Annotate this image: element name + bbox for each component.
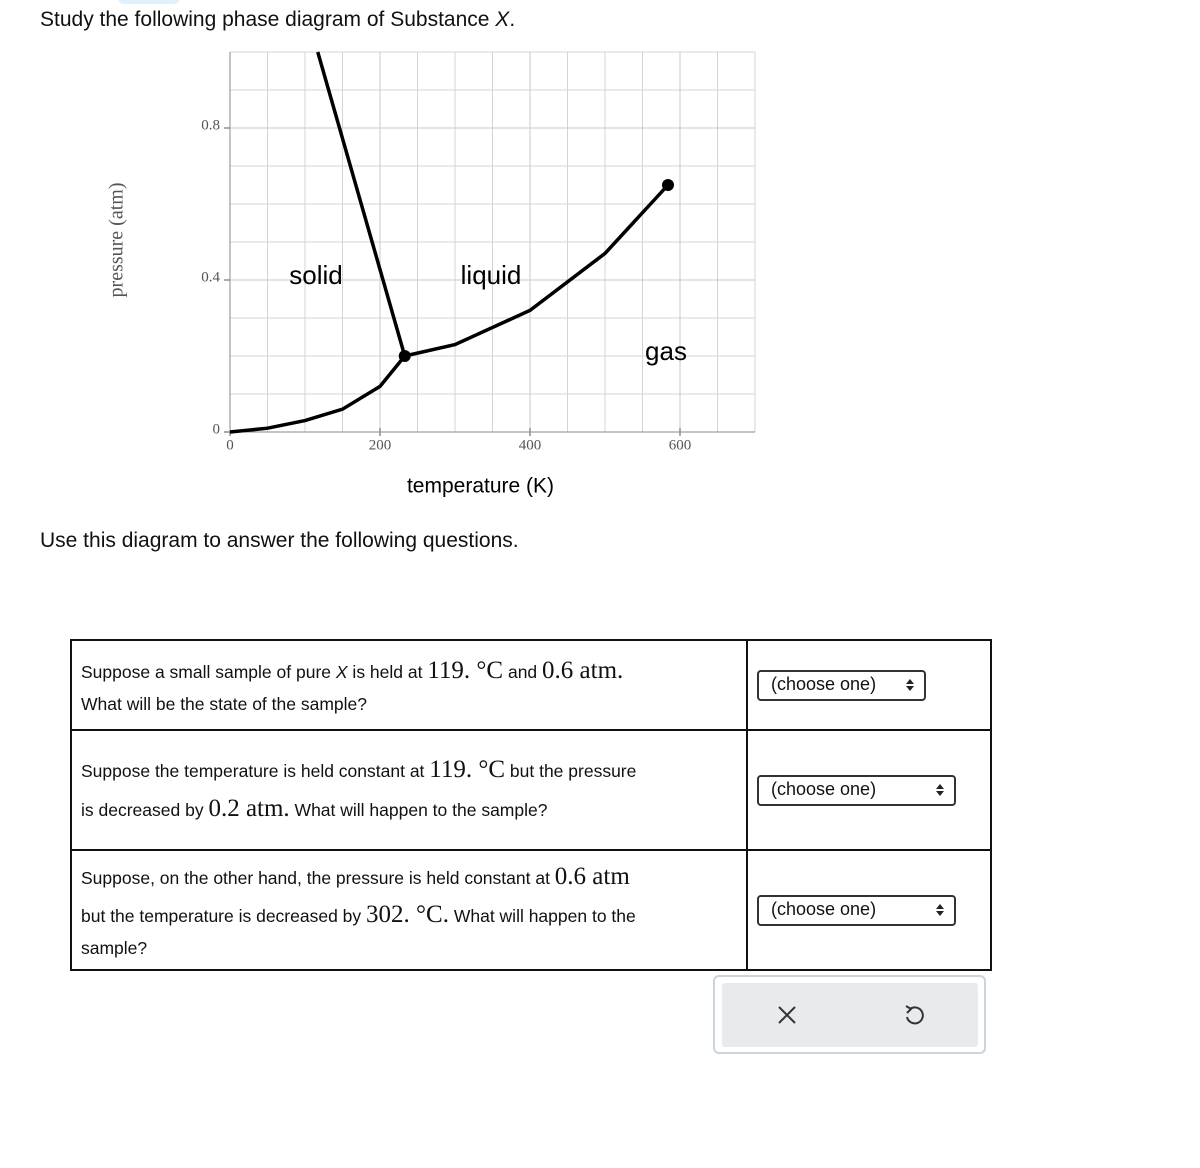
x-axis-label: temperature (K)	[407, 475, 554, 498]
y-tick-label: 0.8	[201, 117, 220, 133]
answer-select[interactable]: (choose one)	[757, 894, 956, 926]
phase-boundary	[404, 183, 670, 358]
q-value: 302. °C.	[366, 901, 449, 929]
toolbar-panel	[722, 983, 978, 1047]
phase-boundary	[229, 354, 407, 434]
critical-point	[662, 179, 674, 191]
answer-cell: (choose one)	[746, 639, 992, 731]
q-text: Suppose the temperature is held constant…	[81, 761, 430, 782]
select-text[interactable]: (choose one)	[771, 674, 877, 695]
q-text: but the pressure	[505, 761, 637, 782]
x-tick-label: 400	[519, 437, 542, 453]
x-tick-label: 600	[669, 437, 692, 453]
chart: 0 200 400 600 0 0.4 0.8 temperature (K) pressure…	[106, 51, 756, 498]
select-arrow	[906, 679, 914, 691]
select-text[interactable]: (choose one)	[771, 779, 877, 800]
q-value: 0.6 atm	[554, 862, 630, 890]
toolbar	[713, 975, 986, 1054]
q-var: X	[335, 662, 348, 683]
q-value: 119. °C	[429, 756, 506, 784]
region-label: gas	[645, 336, 687, 366]
q-text: What will happen to the sample?	[289, 800, 548, 820]
triple-point	[398, 350, 411, 362]
q-text: What will be the state of the sample?	[81, 693, 367, 714]
q-text: sample?	[81, 938, 148, 959]
q-value: 0.6 atm.	[542, 657, 624, 685]
undo-button[interactable]	[903, 1004, 925, 1026]
q-text: What will happen to the	[448, 906, 636, 927]
y-tick-label: 0.4	[201, 269, 220, 285]
y-tick-label: 0	[213, 421, 221, 437]
phase-boundary	[316, 51, 407, 357]
header: Study the following phase diagram of Sub…	[40, 8, 515, 32]
answer-cell: (choose one)	[746, 849, 992, 971]
region-label: solid	[289, 260, 342, 290]
y-axis-label: pressure (atm)	[106, 183, 128, 298]
header-text: Study the following phase diagram of Sub…	[40, 8, 496, 31]
question: Suppose a small sample of pure X is held…	[70, 639, 748, 731]
q-text: and	[503, 662, 543, 683]
x-tick-label: 0	[226, 437, 234, 453]
select-arrow	[936, 904, 944, 916]
question: Suppose the temperature is held constant…	[70, 729, 748, 851]
answer-select[interactable]: (choose one)	[757, 669, 926, 701]
instruction: Use this diagram to answer the following…	[40, 529, 519, 552]
q-text: Suppose a small sample of pure	[81, 662, 336, 683]
x-tick-label: 200	[369, 437, 392, 453]
select-text[interactable]: (choose one)	[771, 899, 877, 920]
header-var: X	[495, 8, 510, 31]
answer-select[interactable]: (choose one)	[757, 774, 956, 806]
clear-button[interactable]	[777, 1005, 797, 1025]
q-text: is decreased by	[81, 800, 209, 820]
region-label: liquid	[461, 260, 522, 290]
q-value: 119. °C	[427, 657, 504, 685]
q-text: Suppose, on the other hand, the pressure…	[81, 867, 555, 888]
answer-cell: (choose one)	[746, 729, 992, 851]
question: Suppose, on the other hand, the pressure…	[70, 849, 748, 971]
select-arrow	[936, 784, 944, 796]
q-text: is held at	[347, 662, 428, 683]
q-value: 0.2 atm.	[208, 795, 290, 822]
question-table: Suppose a small sample of pure X is held…	[70, 639, 992, 971]
header-text: .	[509, 8, 516, 31]
q-text: but the temperature is decreased by	[81, 906, 367, 927]
tab-stub	[118, 0, 180, 4]
